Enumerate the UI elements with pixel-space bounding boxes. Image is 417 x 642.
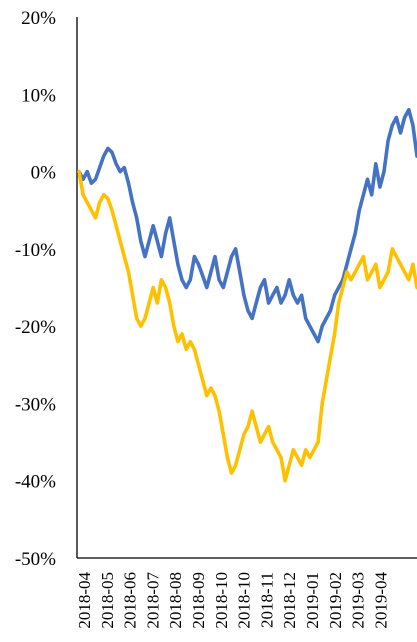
x-tick-label: 2019-02 — [326, 572, 345, 629]
x-tick-label: 2018-12 — [280, 572, 299, 629]
y-tick-label: -40% — [15, 472, 56, 493]
x-tick-label: 2018-07 — [143, 572, 162, 629]
x-tick-label: 2018-11 — [257, 572, 276, 628]
y-axis-tick-labels: 20% 10% 0% -10% -20% -30% -40% -50% — [15, 8, 56, 570]
y-tick-label: -20% — [15, 317, 56, 338]
x-tick-label: 2018-10 — [235, 572, 254, 629]
y-tick-label: 10% — [21, 85, 56, 106]
x-tick-label: 2019-01 — [303, 572, 322, 629]
x-tick-label: 2018-09 — [189, 572, 208, 629]
series-lines — [77, 107, 417, 483]
x-tick-label: 2018-06 — [121, 572, 140, 629]
x-tick-label: 2018-10 — [212, 572, 231, 629]
x-tick-label: 2018-08 — [166, 572, 185, 629]
x-tick-label: 2019-03 — [349, 572, 368, 629]
y-tick-label: -10% — [15, 240, 56, 261]
x-axis-tick-labels: 2018-04 2018-05 2018-06 2018-07 2018-08 2018-… — [75, 572, 390, 629]
x-tick-label: 2018-05 — [98, 572, 117, 629]
y-tick-label: 0% — [31, 163, 57, 184]
series-line-1 — [77, 107, 417, 344]
y-tick-label: -50% — [15, 549, 56, 570]
y-tick-label: 20% — [21, 8, 56, 29]
series-line-2 — [77, 169, 417, 483]
x-tick-label: 2019-04 — [371, 572, 390, 629]
x-tick-label: 2018-04 — [75, 572, 94, 629]
y-tick-label: -30% — [15, 394, 56, 415]
